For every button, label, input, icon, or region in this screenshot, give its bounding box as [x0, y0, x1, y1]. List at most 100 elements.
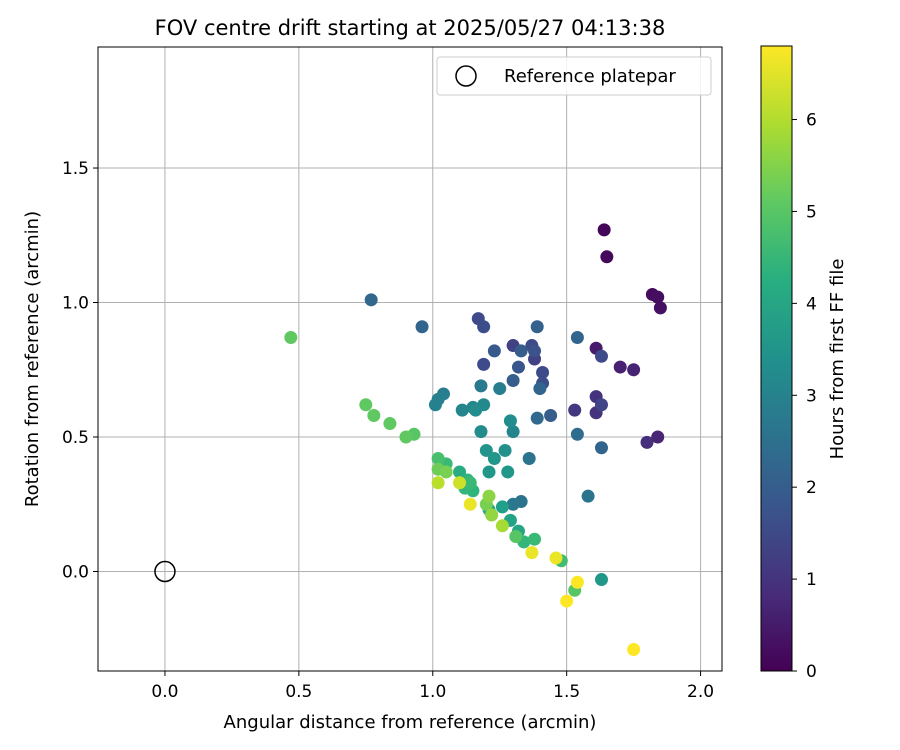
reference-marker-layer — [154, 560, 176, 583]
data-point — [613, 360, 627, 374]
data-point — [399, 430, 413, 444]
data-point — [651, 430, 665, 444]
data-point — [453, 465, 467, 479]
data-point — [530, 320, 544, 334]
data-point — [627, 363, 641, 377]
y-tick-label: 1.0 — [62, 294, 89, 314]
data-point — [477, 357, 491, 371]
data-point — [525, 546, 539, 560]
colorbar-ticks: 0 1 2 3 4 5 6 — [792, 111, 817, 682]
data-point — [514, 344, 528, 358]
x-tick-label: 1.0 — [419, 682, 446, 702]
colorbar-gradient — [760, 45, 793, 672]
data-point — [594, 573, 608, 587]
data-point — [511, 360, 525, 374]
data-point — [463, 497, 477, 511]
legend-reference-marker-icon — [455, 65, 477, 87]
colorbar-tick-label: 1 — [806, 570, 817, 590]
data-point — [560, 594, 574, 608]
data-point — [482, 489, 496, 503]
data-point — [536, 365, 550, 379]
y-tick-label: 0.0 — [62, 562, 89, 582]
data-point — [570, 330, 584, 344]
legend-label: Reference platepar — [504, 66, 676, 87]
data-point — [479, 443, 493, 457]
colorbar-tick-label: 2 — [806, 478, 817, 498]
y-axis-ticks: 0.0 0.5 1.0 1.5 — [62, 159, 98, 582]
data-point — [482, 465, 496, 479]
x-tick-label: 2.0 — [687, 682, 714, 702]
data-point — [474, 425, 488, 439]
data-point — [474, 379, 488, 393]
data-point — [640, 435, 654, 449]
y-tick-label: 1.5 — [62, 159, 89, 179]
data-point — [383, 417, 397, 431]
colorbar-tick-label: 6 — [806, 111, 817, 131]
data-point — [528, 344, 542, 358]
data-point — [570, 575, 584, 589]
data-point — [594, 441, 608, 455]
data-point — [477, 320, 491, 334]
data-points — [284, 223, 667, 656]
colorbar-tick-label: 0 — [806, 662, 817, 682]
x-tick-label: 0.5 — [285, 682, 312, 702]
data-point — [469, 403, 483, 417]
data-point — [431, 452, 445, 466]
data-point — [581, 489, 595, 503]
plot-area-frame — [97, 46, 723, 672]
data-point — [364, 293, 378, 307]
data-point — [528, 532, 542, 546]
x-axis-ticks: 0.0 0.5 1.0 1.5 2.0 — [151, 671, 714, 702]
reference-platepar-marker — [154, 560, 176, 583]
data-point — [498, 443, 512, 457]
data-point — [367, 408, 381, 422]
y-axis-label: Rotation from reference (arcmin) — [22, 211, 43, 507]
data-point — [455, 403, 469, 417]
grid — [98, 47, 722, 671]
data-point — [487, 452, 501, 466]
data-point — [431, 476, 445, 490]
colorbar-tick-label: 5 — [806, 202, 817, 222]
data-point — [428, 398, 442, 412]
data-point — [415, 320, 429, 334]
legend: Reference platepar — [436, 56, 712, 96]
colorbar: 0 1 2 3 4 5 6 Hours from first FF file — [760, 45, 848, 682]
legend-box — [436, 56, 712, 96]
data-point — [544, 408, 558, 422]
data-point — [549, 551, 563, 565]
data-point — [533, 382, 547, 396]
data-point — [600, 250, 614, 264]
data-point — [594, 349, 608, 363]
data-point — [509, 530, 523, 544]
chart-title: FOV centre drift starting at 2025/05/27 … — [155, 16, 666, 40]
data-point — [506, 425, 520, 439]
data-point — [359, 398, 373, 412]
data-point — [653, 301, 667, 315]
data-point — [463, 476, 477, 490]
x-tick-label: 0.0 — [151, 682, 178, 702]
data-point — [487, 344, 501, 358]
data-point — [522, 452, 536, 466]
data-point — [651, 290, 665, 304]
data-point — [439, 465, 453, 479]
y-tick-label: 0.5 — [62, 428, 89, 448]
data-point — [570, 427, 584, 441]
data-point — [485, 508, 499, 522]
colorbar-label: Hours from first FF file — [827, 259, 848, 460]
data-point — [594, 398, 608, 412]
data-point — [503, 414, 517, 428]
data-point — [506, 374, 520, 388]
x-axis-label: Angular distance from reference (arcmin) — [224, 712, 597, 733]
data-point — [627, 642, 641, 656]
data-point — [453, 476, 467, 490]
data-point — [284, 330, 298, 344]
data-point — [506, 497, 520, 511]
data-point — [530, 411, 544, 425]
data-point — [568, 403, 582, 417]
data-point — [597, 223, 611, 237]
x-tick-label: 1.5 — [553, 682, 580, 702]
data-point — [501, 465, 515, 479]
data-point — [493, 382, 507, 396]
colorbar-tick-label: 4 — [806, 294, 817, 314]
